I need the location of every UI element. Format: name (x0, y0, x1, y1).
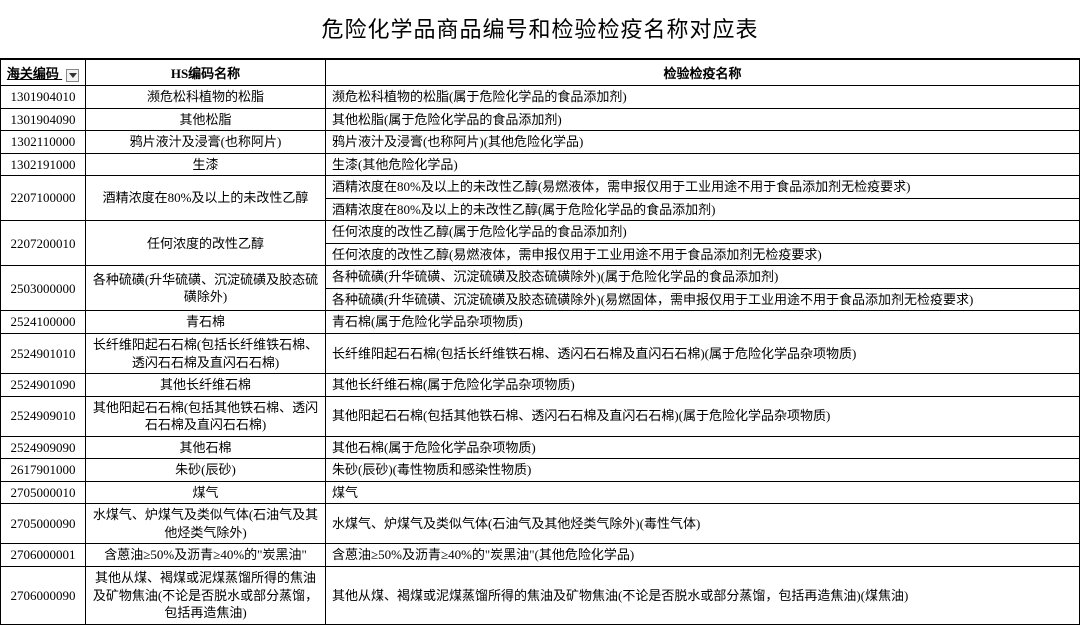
table-row: 1301904090其他松脂其他松脂(属于危险化学品的食品添加剂) (1, 108, 1080, 131)
table-row: 1301904010濒危松科植物的松脂濒危松科植物的松脂(属于危险化学品的食品添… (1, 86, 1080, 109)
cell-code: 2524909010 (1, 396, 86, 436)
table-row: 2706000090其他从煤、褐煤或泥煤蒸馏所得的焦油及矿物焦油(不论是否脱水或… (1, 567, 1080, 625)
cell-code: 2706000090 (1, 567, 86, 625)
cell-code: 2207100000 (1, 176, 86, 221)
cell-inspection: 各种硫磺(升华硫磺、沉淀硫磺及胶态硫磺除外)(属于危险化学品的食品添加剂) (326, 266, 1080, 289)
table-row: 2524909090其他石棉其他石棉(属于危险化学品杂项物质) (1, 436, 1080, 459)
cell-code: 2705000090 (1, 504, 86, 544)
cell-code: 2207200010 (1, 221, 86, 266)
cell-hsname: 任何浓度的改性乙醇 (86, 221, 326, 266)
cell-hsname: 其他阳起石石棉(包括其他铁石棉、透闪石石棉及直闪石石棉) (86, 396, 326, 436)
cell-inspection: 其他阳起石石棉(包括其他铁石棉、透闪石石棉及直闪石石棉)(属于危险化学品杂项物质… (326, 396, 1080, 436)
table-row: 2617901000朱砂(辰砂)朱砂(辰砂)(毒性物质和感染性物质) (1, 459, 1080, 482)
cell-inspection: 煤气 (326, 481, 1080, 504)
cell-hsname: 鸦片液汁及浸膏(也称阿片) (86, 131, 326, 154)
cell-hsname: 长纤维阳起石石棉(包括长纤维铁石棉、透闪石石棉及直闪石石棉) (86, 334, 326, 374)
cell-code: 1301904090 (1, 108, 86, 131)
cell-hsname: 濒危松科植物的松脂 (86, 86, 326, 109)
cell-hsname: 青石棉 (86, 311, 326, 334)
cell-hsname: 水煤气、炉煤气及类似气体(石油气及其他烃类气除外) (86, 504, 326, 544)
table-row: 2524100000青石棉青石棉(属于危险化学品杂项物质) (1, 311, 1080, 334)
table-row: 2705000010煤气煤气 (1, 481, 1080, 504)
cell-code: 2503000000 (1, 266, 86, 311)
col-header-inspect: 检验检疫名称 (326, 59, 1080, 86)
cell-hsname: 酒精浓度在80%及以上的未改性乙醇 (86, 176, 326, 221)
cell-inspection: 濒危松科植物的松脂(属于危险化学品的食品添加剂) (326, 86, 1080, 109)
cell-inspection: 朱砂(辰砂)(毒性物质和感染性物质) (326, 459, 1080, 482)
cell-hsname: 煤气 (86, 481, 326, 504)
table-body: 1301904010濒危松科植物的松脂濒危松科植物的松脂(属于危险化学品的食品添… (1, 86, 1080, 625)
data-table: 海关编码 HS编码名称 检验检疫名称 1301904010濒危松科植物的松脂濒危… (0, 58, 1080, 625)
cell-hsname: 其他从煤、褐煤或泥煤蒸馏所得的焦油及矿物焦油(不论是否脱水或部分蒸馏，包括再造焦… (86, 567, 326, 625)
cell-inspection: 水煤气、炉煤气及类似气体(石油气及其他烃类气除外)(毒性气体) (326, 504, 1080, 544)
table-row: 2207100000酒精浓度在80%及以上的未改性乙醇酒精浓度在80%及以上的未… (1, 176, 1080, 199)
table-row: 2207200010任何浓度的改性乙醇任何浓度的改性乙醇(属于危险化学品的食品添… (1, 221, 1080, 244)
col-header-code-label: 海关编码 (7, 66, 59, 81)
cell-code: 1301904010 (1, 86, 86, 109)
table-row: 2503000000各种硫磺(升华硫磺、沉淀硫磺及胶态硫磺除外)各种硫磺(升华硫… (1, 266, 1080, 289)
cell-inspection: 其他长纤维石棉(属于危险化学品杂项物质) (326, 374, 1080, 397)
cell-hsname: 朱砂(辰砂) (86, 459, 326, 482)
col-header-hsname: HS编码名称 (86, 59, 326, 86)
cell-hsname: 生漆 (86, 153, 326, 176)
cell-inspection: 含蒽油≥50%及沥青≥40%的"炭黑油"(其他危险化学品) (326, 544, 1080, 567)
cell-inspection: 青石棉(属于危险化学品杂项物质) (326, 311, 1080, 334)
table-header-row: 海关编码 HS编码名称 检验检疫名称 (1, 59, 1080, 86)
cell-code: 2524901010 (1, 334, 86, 374)
cell-code: 2706000001 (1, 544, 86, 567)
cell-inspection: 任何浓度的改性乙醇(易燃液体，需申报仅用于工业用途不用于食品添加剂无检疫要求) (326, 243, 1080, 266)
filter-dropdown-icon[interactable] (66, 69, 79, 82)
cell-inspection: 鸦片液汁及浸膏(也称阿片)(其他危险化学品) (326, 131, 1080, 154)
cell-inspection: 其他从煤、褐煤或泥煤蒸馏所得的焦油及矿物焦油(不论是否脱水或部分蒸馏，包括再造焦… (326, 567, 1080, 625)
table-row: 2706000001含蒽油≥50%及沥青≥40%的"炭黑油"含蒽油≥50%及沥青… (1, 544, 1080, 567)
cell-inspection: 其他松脂(属于危险化学品的食品添加剂) (326, 108, 1080, 131)
cell-code: 2524901090 (1, 374, 86, 397)
table-row: 2524901090其他长纤维石棉其他长纤维石棉(属于危险化学品杂项物质) (1, 374, 1080, 397)
col-header-code[interactable]: 海关编码 (1, 59, 86, 86)
table-row: 2524901010长纤维阳起石石棉(包括长纤维铁石棉、透闪石石棉及直闪石石棉)… (1, 334, 1080, 374)
table-row: 2705000090水煤气、炉煤气及类似气体(石油气及其他烃类气除外)水煤气、炉… (1, 504, 1080, 544)
cell-hsname: 各种硫磺(升华硫磺、沉淀硫磺及胶态硫磺除外) (86, 266, 326, 311)
table-row: 2524909010其他阳起石石棉(包括其他铁石棉、透闪石石棉及直闪石石棉)其他… (1, 396, 1080, 436)
cell-code: 1302191000 (1, 153, 86, 176)
cell-code: 2524909090 (1, 436, 86, 459)
table-row: 1302110000鸦片液汁及浸膏(也称阿片)鸦片液汁及浸膏(也称阿片)(其他危… (1, 131, 1080, 154)
cell-inspection: 生漆(其他危险化学品) (326, 153, 1080, 176)
cell-code: 2524100000 (1, 311, 86, 334)
cell-hsname: 其他石棉 (86, 436, 326, 459)
cell-inspection: 其他石棉(属于危险化学品杂项物质) (326, 436, 1080, 459)
cell-code: 1302110000 (1, 131, 86, 154)
cell-code: 2705000010 (1, 481, 86, 504)
cell-hsname: 其他松脂 (86, 108, 326, 131)
cell-inspection: 酒精浓度在80%及以上的未改性乙醇(属于危险化学品的食品添加剂) (326, 198, 1080, 221)
cell-inspection: 任何浓度的改性乙醇(属于危险化学品的食品添加剂) (326, 221, 1080, 244)
cell-inspection: 酒精浓度在80%及以上的未改性乙醇(易燃液体，需申报仅用于工业用途不用于食品添加… (326, 176, 1080, 199)
cell-inspection: 长纤维阳起石石棉(包括长纤维铁石棉、透闪石石棉及直闪石石棉)(属于危险化学品杂项… (326, 334, 1080, 374)
cell-hsname: 含蒽油≥50%及沥青≥40%的"炭黑油" (86, 544, 326, 567)
cell-hsname: 其他长纤维石棉 (86, 374, 326, 397)
table-row: 1302191000生漆生漆(其他危险化学品) (1, 153, 1080, 176)
cell-inspection: 各种硫磺(升华硫磺、沉淀硫磺及胶态硫磺除外)(易燃固体，需申报仅用于工业用途不用… (326, 288, 1080, 311)
page-title: 危险化学品商品编号和检验检疫名称对应表 (0, 0, 1080, 58)
cell-code: 2617901000 (1, 459, 86, 482)
